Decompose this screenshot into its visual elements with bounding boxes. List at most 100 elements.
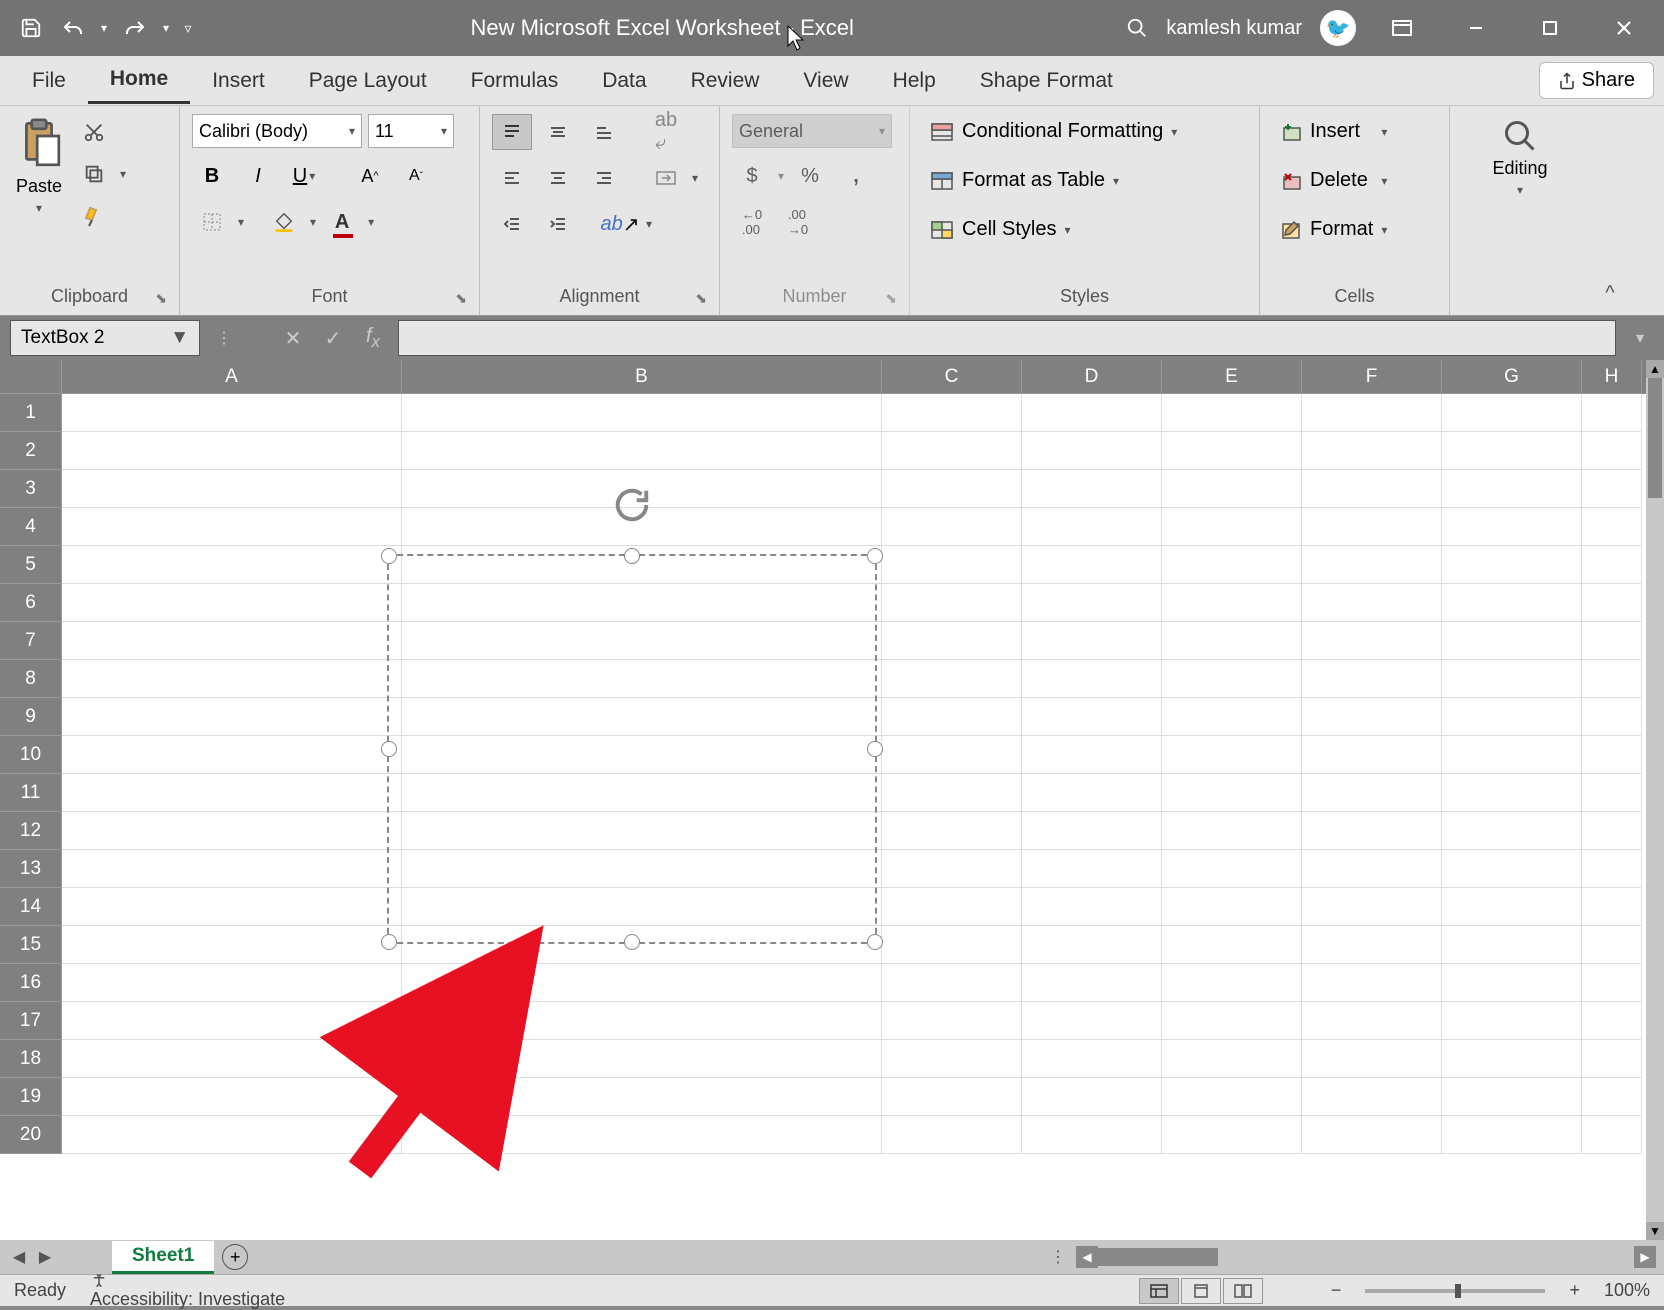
page-layout-view-button[interactable] [1181,1278,1221,1304]
tab-shape-format[interactable]: Shape Format [958,59,1135,103]
tab-page-layout[interactable]: Page Layout [287,59,449,103]
editing-button[interactable]: Editing ▾ [1488,114,1551,201]
increase-indent-button[interactable] [538,206,578,242]
row-header[interactable]: 1 [0,394,62,432]
row-header[interactable]: 10 [0,736,62,774]
cell-styles-button[interactable]: Cell Styles▾ [922,212,1185,247]
vertical-scroll-thumb[interactable] [1648,378,1662,498]
undo-dropdown[interactable]: ▾ [96,9,112,47]
save-button[interactable] [12,9,50,47]
paste-button[interactable]: Paste ▾ [12,114,66,219]
horizontal-scrollbar[interactable]: ◀ ▶ [1076,1246,1656,1268]
column-header[interactable]: C [882,360,1022,394]
insert-function-button[interactable]: fx [358,323,388,353]
row-header[interactable]: 20 [0,1116,62,1154]
resize-handle-e[interactable] [867,741,883,757]
row-header[interactable]: 11 [0,774,62,812]
zoom-out-button[interactable]: − [1331,1280,1342,1301]
resize-handle-se[interactable] [867,934,883,950]
column-header[interactable]: A [62,360,402,394]
formula-input[interactable] [398,320,1616,356]
borders-button[interactable] [192,204,232,240]
redo-button[interactable] [116,9,154,47]
page-break-view-button[interactable] [1223,1278,1263,1304]
font-launcher[interactable]: ⬊ [455,290,467,307]
row-header[interactable]: 19 [0,1078,62,1116]
orientation-button[interactable]: ab↗ [600,206,640,242]
insert-cells-button[interactable]: Insert▾ [1272,114,1395,149]
align-top-button[interactable] [492,114,532,150]
row-header[interactable]: 9 [0,698,62,736]
row-header[interactable]: 5 [0,546,62,584]
currency-button[interactable]: $ [732,158,772,194]
row-header[interactable]: 3 [0,470,62,508]
maximize-button[interactable] [1522,8,1578,48]
delete-cells-button[interactable]: Delete▾ [1272,163,1395,198]
scroll-left-button[interactable]: ◀ [1076,1246,1098,1268]
zoom-slider-thumb[interactable] [1455,1284,1461,1298]
align-middle-button[interactable] [538,114,578,150]
resize-handle-n[interactable] [624,548,640,564]
resize-handle-s[interactable] [624,934,640,950]
increase-font-button[interactable]: A^ [350,158,390,194]
font-name-combo[interactable]: Calibri (Body)▾ [192,114,362,148]
row-header[interactable]: 14 [0,888,62,926]
row-header[interactable]: 4 [0,508,62,546]
decrease-indent-button[interactable] [492,206,532,242]
decrease-decimal-button[interactable]: .00→0 [778,204,818,240]
row-header[interactable]: 12 [0,812,62,850]
column-header[interactable]: E [1162,360,1302,394]
normal-view-button[interactable] [1139,1278,1179,1304]
share-button[interactable]: Share [1539,62,1654,99]
copy-button[interactable] [74,156,114,192]
collapse-ribbon-button[interactable]: ^ [1590,106,1630,315]
tab-insert[interactable]: Insert [190,59,287,103]
format-painter-button[interactable] [74,198,114,234]
cut-button[interactable] [74,114,114,150]
number-format-combo[interactable]: General▾ [732,114,892,148]
row-header[interactable]: 7 [0,622,62,660]
rotate-handle[interactable] [613,486,651,524]
tab-file[interactable]: File [10,59,88,103]
zoom-level[interactable]: 100% [1604,1280,1650,1301]
scroll-up-button[interactable]: ▲ [1646,360,1664,378]
redo-dropdown[interactable]: ▾ [158,9,174,47]
scroll-down-button[interactable]: ▼ [1646,1222,1664,1240]
user-name[interactable]: kamlesh kumar [1166,17,1302,40]
tab-scroll-options[interactable]: ⋮ [1050,1247,1066,1267]
row-header[interactable]: 6 [0,584,62,622]
qat-customize[interactable]: ▿ [178,9,198,47]
tab-data[interactable]: Data [580,59,668,103]
align-left-button[interactable] [492,160,532,196]
tab-formulas[interactable]: Formulas [449,59,581,103]
textbox-shape[interactable] [387,554,877,944]
scroll-right-button[interactable]: ▶ [1634,1246,1656,1268]
enter-formula-button[interactable]: ✓ [318,323,348,353]
fill-color-button[interactable] [264,204,304,240]
underline-button[interactable]: U▾ [284,158,324,194]
horizontal-scroll-thumb[interactable] [1098,1248,1218,1266]
row-header[interactable]: 2 [0,432,62,470]
row-header[interactable]: 16 [0,964,62,1002]
decrease-font-button[interactable]: Aˇ [396,158,436,194]
resize-handle-sw[interactable] [381,934,397,950]
column-header[interactable]: D [1022,360,1162,394]
clipboard-launcher[interactable]: ⬊ [155,290,167,307]
name-box[interactable]: TextBox 2▼ [10,320,200,356]
add-sheet-button[interactable]: + [222,1244,248,1270]
minimize-button[interactable] [1448,8,1504,48]
vertical-scrollbar[interactable]: ▲ ▼ [1646,360,1664,1240]
comma-button[interactable]: , [836,158,876,194]
conditional-formatting-button[interactable]: Conditional Formatting▾ [922,114,1185,149]
column-header[interactable]: H [1582,360,1642,394]
format-cells-button[interactable]: Format▾ [1272,212,1395,247]
sheet-tab-active[interactable]: Sheet1 [112,1241,214,1274]
resize-handle-ne[interactable] [867,548,883,564]
formula-expand[interactable]: ▾ [1626,320,1654,356]
close-button[interactable] [1596,8,1652,48]
sheet-nav-prev[interactable]: ◀ [8,1246,30,1268]
align-right-button[interactable] [584,160,624,196]
user-avatar[interactable]: 🐦 [1320,10,1356,46]
row-header[interactable]: 15 [0,926,62,964]
align-center-button[interactable] [538,160,578,196]
